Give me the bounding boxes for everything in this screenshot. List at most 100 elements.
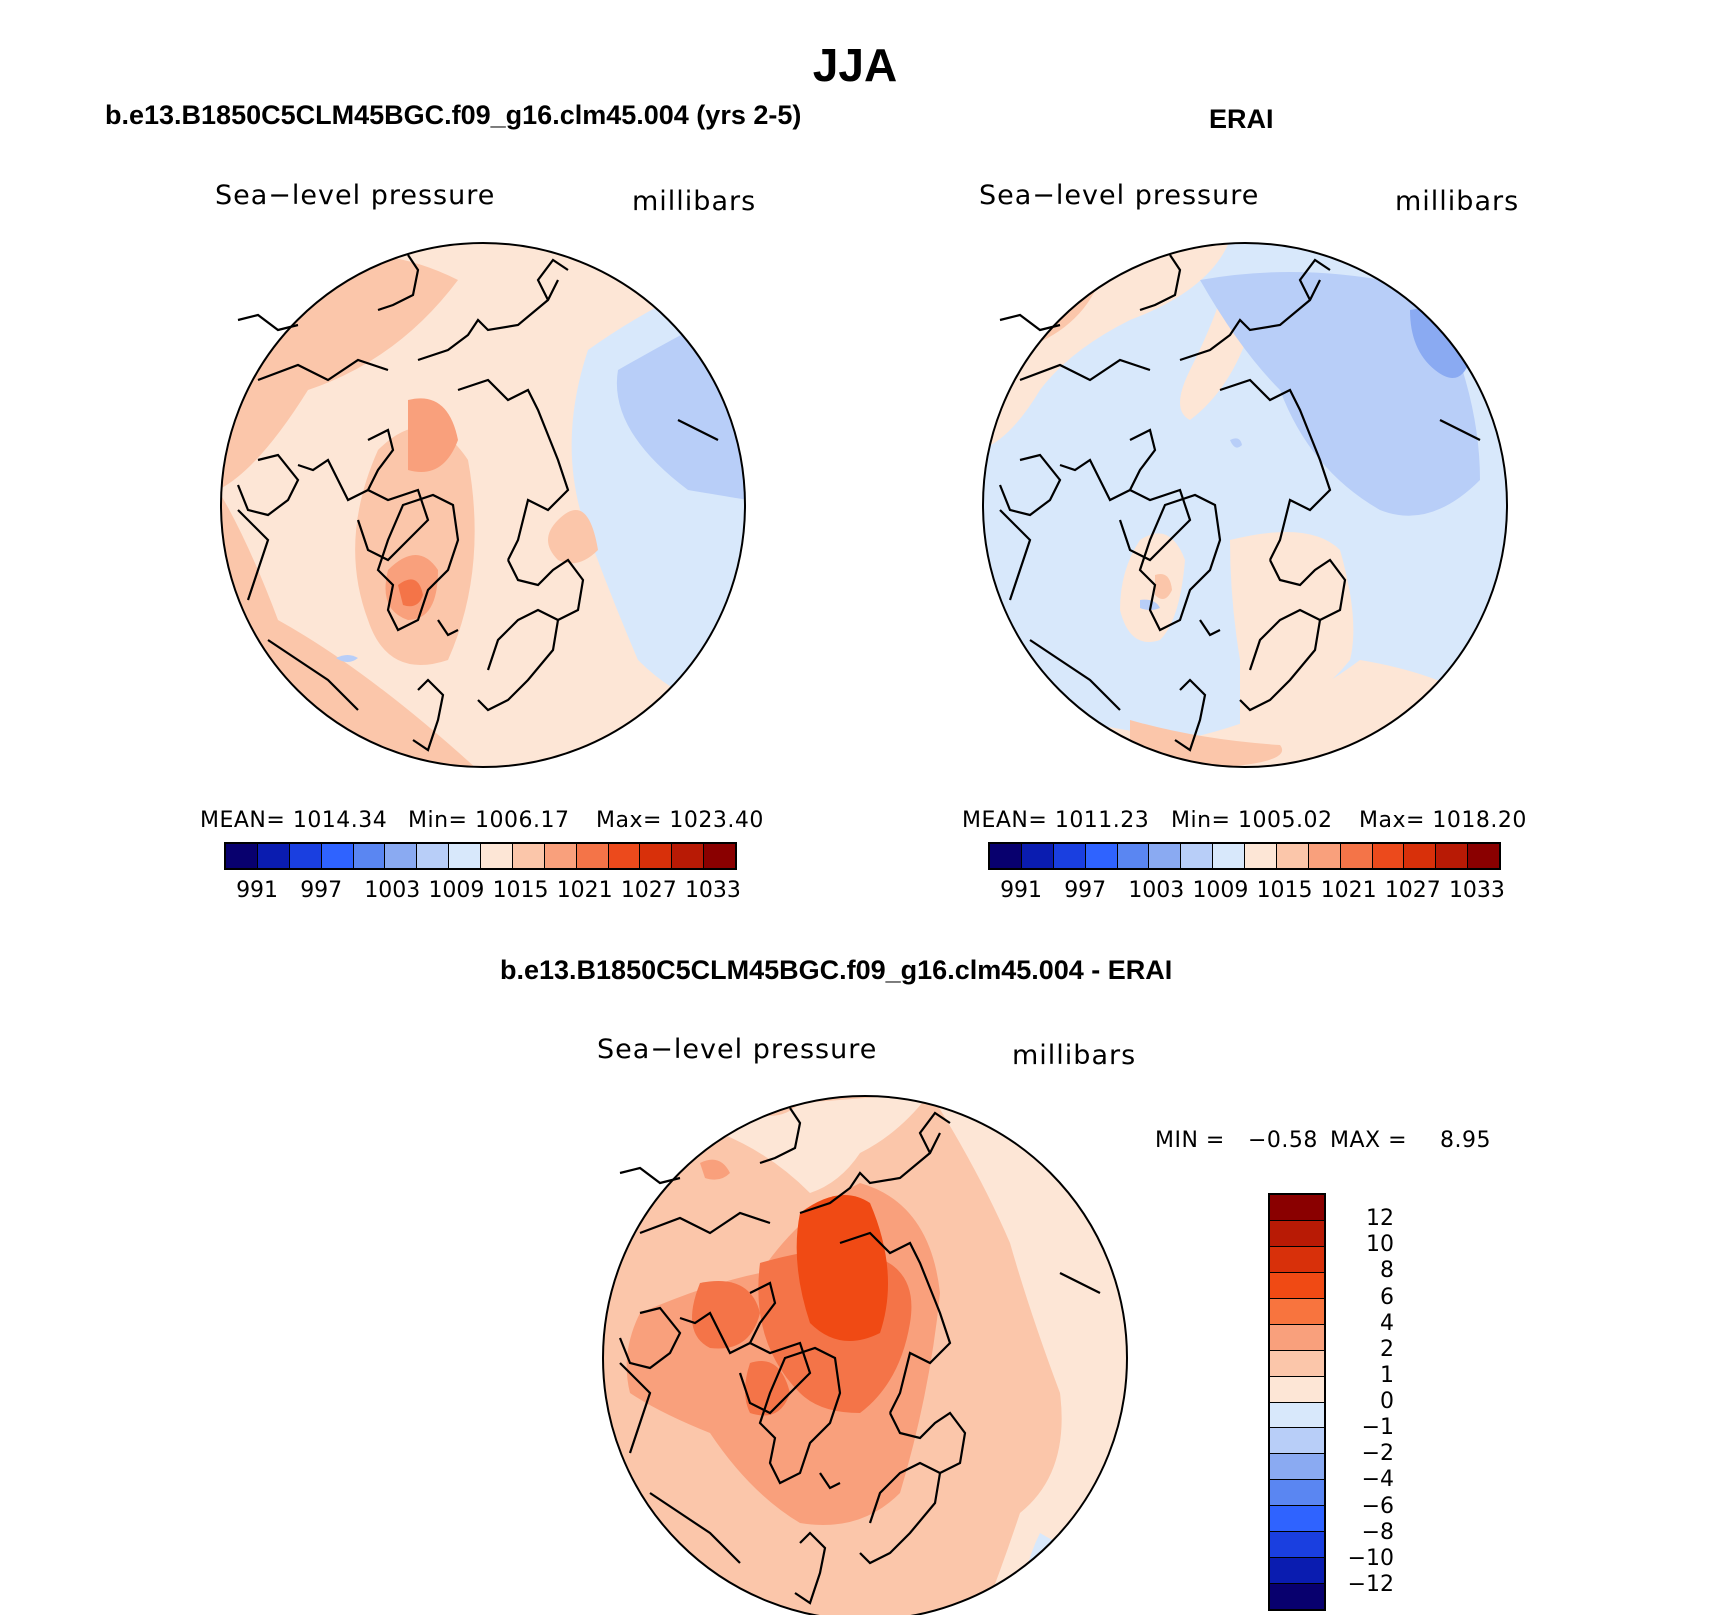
- colorbar-tick-label: −4: [1361, 1467, 1394, 1493]
- colorbar-swatch: [1270, 1532, 1324, 1559]
- colorbar-swatch: [1270, 1246, 1324, 1273]
- colorbar-swatch: [1270, 1324, 1324, 1351]
- colorbar-swatch: [1468, 844, 1499, 868]
- obs-variable-label: Sea−level pressure: [979, 180, 1260, 211]
- obs-colorbar: [988, 842, 1501, 870]
- colorbar-tick-label: 1: [1380, 1362, 1394, 1388]
- colorbar-swatch: [481, 844, 513, 868]
- colorbar-tick-label: −6: [1361, 1493, 1394, 1519]
- colorbar-swatch: [576, 844, 609, 868]
- colorbar-swatch: [990, 844, 1022, 868]
- model-max-stat: Max= 1023.40: [596, 808, 764, 833]
- colorbar-swatch: [257, 844, 290, 868]
- colorbar-swatch: [1270, 1272, 1324, 1299]
- colorbar-swatch: [417, 844, 450, 868]
- colorbar-swatch: [449, 844, 481, 868]
- colorbar-tick-label: 991: [1000, 878, 1043, 903]
- colorbar-tick-label: −8: [1361, 1519, 1394, 1545]
- colorbar-swatch: [1270, 1350, 1324, 1377]
- colorbar-swatch: [544, 844, 577, 868]
- colorbar-tick-label: 8: [1380, 1258, 1394, 1284]
- colorbar-tick-label: −2: [1361, 1441, 1394, 1467]
- colorbar-swatch: [1270, 1480, 1324, 1507]
- colorbar-tick-label: 1033: [1448, 878, 1505, 903]
- colorbar-swatch: [1021, 844, 1054, 868]
- model-mean-stat: MEAN= 1014.34: [200, 808, 388, 833]
- colorbar-tick-label: 6: [1380, 1284, 1394, 1310]
- colorbar-tick-label: 997: [1064, 878, 1107, 903]
- colorbar-swatch: [1117, 844, 1150, 868]
- colorbar-tick-label: 1021: [1320, 878, 1377, 903]
- colorbar-tick-label: 1015: [1256, 878, 1313, 903]
- colorbar-swatch: [1149, 844, 1182, 868]
- colorbar-swatch: [321, 844, 354, 868]
- diff-panel-title: b.e13.B1850C5CLM45BGC.f09_g16.clm45.004 …: [500, 955, 1173, 985]
- colorbar-swatch: [1270, 1558, 1324, 1585]
- diff-colorbar: [1268, 1193, 1326, 1611]
- colorbar-swatch: [1308, 844, 1341, 868]
- colorbar-swatch: [1270, 1402, 1324, 1429]
- colorbar-swatch: [353, 844, 386, 868]
- model-polar-map: [220, 242, 746, 768]
- colorbar-tick-label: −1: [1361, 1415, 1394, 1441]
- colorbar-tick-label: 0: [1380, 1389, 1394, 1414]
- colorbar-swatch: [1276, 844, 1309, 868]
- diff-units-label: millibars: [1012, 1040, 1137, 1071]
- colorbar-tick-label: 1009: [1192, 878, 1249, 903]
- colorbar-swatch: [608, 844, 641, 868]
- diff-variable-label: Sea−level pressure: [597, 1034, 878, 1065]
- colorbar-swatch: [1270, 1376, 1324, 1403]
- colorbar-swatch: [385, 844, 418, 868]
- colorbar-swatch: [1270, 1454, 1324, 1481]
- model-variable-label: Sea−level pressure: [215, 180, 496, 211]
- diff-max-label: MAX =: [1330, 1128, 1408, 1153]
- coastlines: [236, 254, 719, 752]
- model-colorbar-ticks: 991 997 1003 1009 1015 1021 1027 1033: [0, 878, 1710, 908]
- diff-polar-map: [602, 1095, 1128, 1615]
- colorbar-tick-label: −10: [1347, 1545, 1394, 1571]
- colorbar-swatch: [704, 844, 735, 868]
- colorbar-swatch: [640, 844, 673, 868]
- colorbar-swatch: [1340, 844, 1373, 868]
- coastlines: [998, 254, 1481, 752]
- model-min-stat: Min= 1006.17: [408, 808, 570, 833]
- colorbar-swatch: [512, 844, 545, 868]
- colorbar-swatch: [1270, 1428, 1324, 1455]
- colorbar-tick-label: 1003: [1128, 878, 1185, 903]
- diff-min-label: MIN =: [1155, 1128, 1225, 1153]
- coastlines: [618, 1107, 1101, 1605]
- colorbar-tick-label: 2: [1380, 1336, 1394, 1362]
- figure-title: JJA: [812, 39, 898, 91]
- obs-colorbar-ticks: 991 997 1003 1009 1015 1021 1027 1033: [0, 878, 1710, 908]
- obs-min-stat: Min= 1005.02: [1171, 808, 1333, 833]
- diff-min-value: −0.58: [1248, 1128, 1318, 1153]
- colorbar-swatch: [1270, 1220, 1324, 1247]
- model-units-label: millibars: [632, 186, 757, 217]
- colorbar-tick-label: 12: [1366, 1206, 1394, 1232]
- colorbar-swatch: [1053, 844, 1086, 868]
- colorbar-tick-label: 1027: [1384, 878, 1441, 903]
- colorbar-tick-label: 10: [1366, 1232, 1394, 1258]
- colorbar-swatch: [1270, 1584, 1324, 1609]
- colorbar-swatch: [1270, 1195, 1324, 1221]
- colorbar-tick-label: 997: [300, 878, 343, 903]
- colorbar-swatch: [226, 844, 258, 868]
- obs-polar-map: [982, 242, 1508, 768]
- colorbar-swatch: [1270, 1506, 1324, 1533]
- obs-units-label: millibars: [1395, 186, 1520, 217]
- colorbar-swatch: [672, 844, 705, 868]
- obs-panel-title: ERAI: [1209, 104, 1274, 134]
- diff-max-value: 8.95: [1440, 1128, 1491, 1153]
- model-colorbar: [224, 842, 737, 870]
- colorbar-swatch: [1181, 844, 1214, 868]
- obs-mean-stat: MEAN= 1011.23: [962, 808, 1150, 833]
- colorbar-tick-label: −12: [1347, 1571, 1394, 1597]
- colorbar-swatch: [1436, 844, 1469, 868]
- colorbar-swatch: [289, 844, 322, 868]
- colorbar-tick-label: 4: [1380, 1310, 1394, 1336]
- colorbar-tick-label: 991: [236, 878, 279, 903]
- colorbar-swatch: [1372, 844, 1405, 868]
- colorbar-swatch: [1213, 844, 1245, 868]
- colorbar-swatch: [1404, 844, 1437, 868]
- colorbar-swatch: [1245, 844, 1277, 868]
